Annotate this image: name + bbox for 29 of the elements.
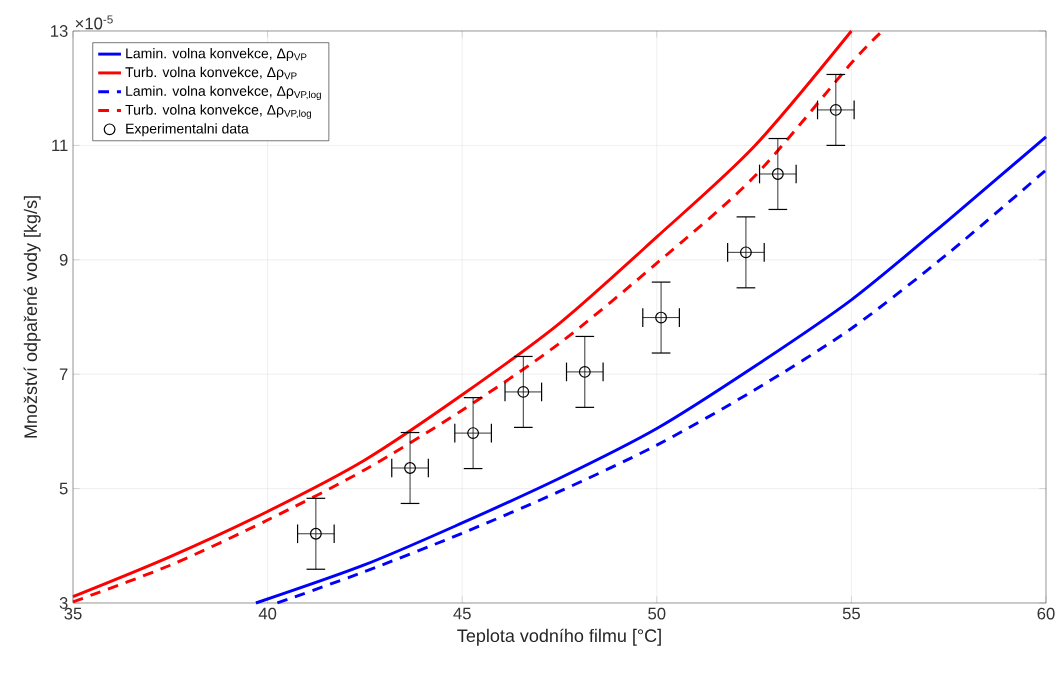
x-tick-label: 55: [842, 607, 860, 620]
legend-label: Turb. volna konvekce, Δρ$_{VP}$: [125, 66, 297, 80]
y-tick-label: 13: [51, 25, 68, 37]
y-tick-label: 7: [59, 368, 68, 380]
legend-label: Lamin. volna konvekce, Δρ$_{VP,log}$: [126, 85, 321, 101]
x-tick-label: 50: [648, 607, 666, 620]
text: ×10$^{-5}$: [75, 15, 113, 30]
x-tick-label: 35: [64, 607, 82, 620]
x-tick-label: 45: [453, 607, 471, 620]
legend-label: Lamin. volna konvekce, Δρ$_{VP}$: [126, 48, 307, 62]
y-tick-label: 5: [59, 482, 68, 495]
point: [771, 168, 784, 180]
y-tick-label: 9: [59, 253, 68, 266]
point: [309, 527, 322, 540]
legend-label: Experimentalni data: [126, 123, 249, 137]
point: [517, 385, 530, 398]
y-axis-title: Množství odpařené vody [kg/s]: [23, 196, 41, 438]
y-tick-label: 3: [59, 597, 68, 609]
point: [467, 427, 480, 440]
point: [404, 462, 416, 474]
point: [578, 365, 591, 378]
point: [655, 311, 668, 324]
point: [829, 104, 842, 116]
y-tick-label: 11: [52, 139, 68, 152]
legend-label: Turb. volna konvekce, Δρ$_{VP,log}$: [125, 104, 312, 119]
x-tick-label: 60: [1037, 607, 1055, 620]
x-tick-label: 40: [258, 607, 277, 620]
x-axis-title: Teplota vodního filmu [°C]: [457, 628, 661, 646]
point: [739, 246, 752, 259]
